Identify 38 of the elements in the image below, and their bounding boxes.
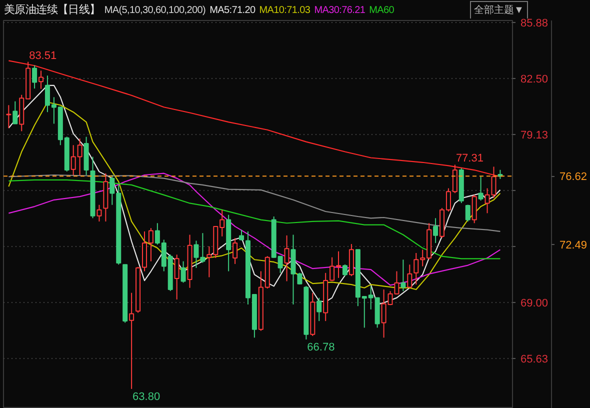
candlestick <box>12 100 18 124</box>
annotation: 77.31 <box>456 152 484 165</box>
text: MA30:76.21 <box>314 5 366 16</box>
candlestick <box>478 176 484 202</box>
candlestick <box>6 104 12 129</box>
text: 72.49 <box>560 240 588 252</box>
text: MA60 <box>369 5 394 16</box>
candlestick <box>342 264 348 277</box>
annotation: 83.51 <box>29 50 57 62</box>
candlestick <box>32 64 38 90</box>
candlestick <box>472 194 477 224</box>
candlestick <box>38 70 44 90</box>
candlestick <box>316 297 322 322</box>
y-tick-label: 85.88 <box>520 18 548 30</box>
candlestick <box>407 264 412 288</box>
line-series <box>8 179 501 260</box>
text: MA10:71.03 <box>259 5 310 16</box>
candlestick <box>465 204 470 222</box>
candlestick <box>433 218 438 244</box>
candlestick <box>129 292 134 390</box>
y-tick-label: 65.63 <box>520 354 548 366</box>
y-tick-label: 82.50 <box>520 74 548 86</box>
ref-line-label: 76.62 <box>560 171 588 184</box>
candlestick <box>174 254 180 300</box>
annotation: 63.80 <box>132 390 160 403</box>
y-tick-label: 69.00 <box>520 298 548 310</box>
candlestick <box>180 260 186 284</box>
candlestick <box>232 238 238 264</box>
candlestick <box>284 234 290 282</box>
text: MA5:71.20 <box>210 5 256 16</box>
chart-subtitle: MA(5,10,30,60,100,200) <box>104 5 206 16</box>
candlestick <box>239 229 244 241</box>
annotation: 66.78 <box>307 341 335 354</box>
candlestick <box>400 259 406 292</box>
y-tick-label: 79.13 <box>520 130 548 142</box>
chart-title: 美原油连续【日线】 <box>4 4 100 16</box>
text: 全部主题▼ <box>474 5 524 16</box>
candlestick <box>96 204 102 222</box>
